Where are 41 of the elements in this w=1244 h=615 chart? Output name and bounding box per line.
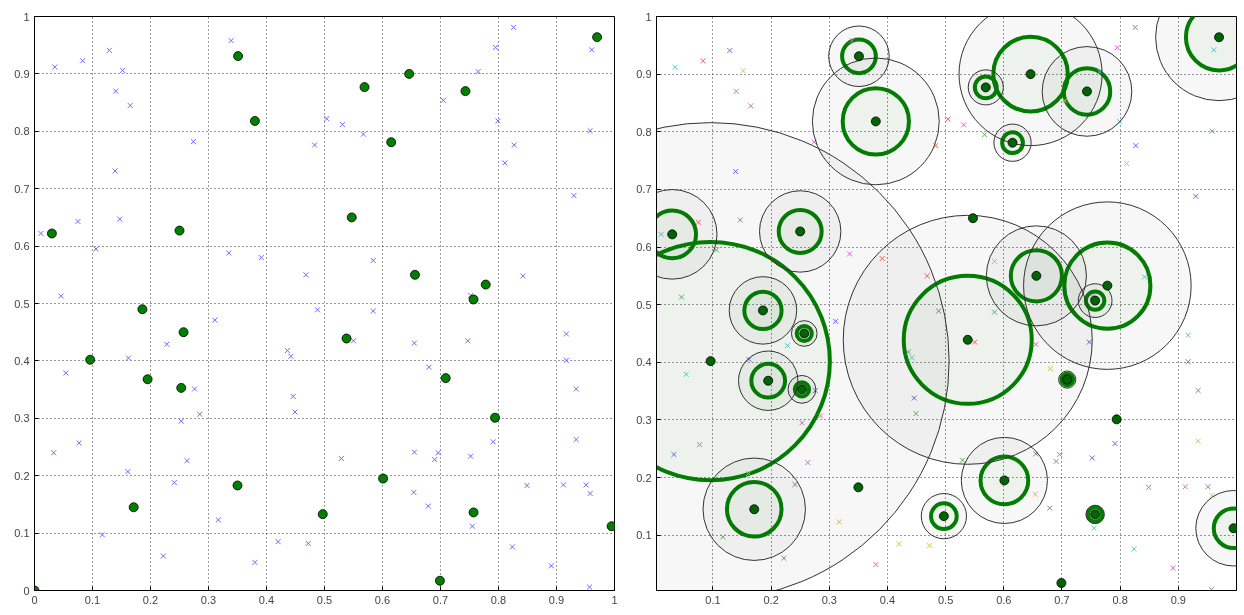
x-tick-label: 0.8 (490, 593, 507, 606)
y-tick-label: 0.9 (14, 67, 30, 80)
y-tick-label: 0.1 (636, 529, 652, 542)
y-tick-label: 1 (23, 10, 30, 23)
x-tick-label: 0.2 (142, 593, 159, 606)
x-tick-label: 1 (611, 593, 618, 606)
x-tick-label: 0.7 (432, 593, 449, 606)
y-tick-label: 0.1 (14, 527, 30, 540)
x-tick-label: 0.7 (1054, 593, 1070, 606)
y-tick-label: 1 (645, 10, 652, 23)
y-tick-label: 0.3 (14, 412, 30, 425)
y-tick-label: 0.3 (636, 413, 652, 426)
y-tick-label: 0.8 (14, 125, 30, 138)
y-tick-label: 0.4 (14, 354, 30, 367)
x-tick-label: 0.3 (821, 593, 837, 606)
x-tick-label: 0.5 (937, 593, 954, 606)
y-tick-label: 0.5 (14, 297, 30, 310)
x-tick-label: 0.6 (374, 593, 391, 606)
x-tick-label: 0.8 (1112, 593, 1128, 606)
y-tick-label: 0 (23, 584, 30, 597)
y-tick-label: 0.7 (14, 182, 30, 195)
x-tick-label: 0.3 (200, 593, 217, 606)
x-tick-label: 0.9 (1170, 593, 1186, 606)
x-tick-label: 0.6 (996, 593, 1012, 606)
y-tick-label: 0.2 (636, 471, 652, 484)
y-tick-label: 0.6 (636, 241, 652, 254)
x-tick-label: 0.1 (705, 593, 721, 606)
x-tick-label: 0 (31, 593, 38, 606)
y-tick-label: 0.7 (636, 183, 652, 196)
y-tick-label: 0.8 (636, 125, 652, 138)
x-tick-label: 0.2 (763, 593, 779, 606)
y-tick-label: 0.5 (636, 298, 652, 311)
y-tick-label: 0.6 (14, 240, 30, 253)
y-tick-label: 0.2 (14, 469, 30, 482)
x-tick-label: 0.4 (879, 593, 896, 606)
x-tick-label: 0.9 (548, 593, 565, 606)
y-tick-label: 0.4 (636, 356, 652, 369)
x-tick-label: 0.4 (258, 593, 275, 606)
x-tick-label: 0.1 (84, 593, 101, 606)
y-tick-label: 0.9 (636, 68, 652, 81)
x-tick-label: 0.5 (316, 593, 333, 606)
